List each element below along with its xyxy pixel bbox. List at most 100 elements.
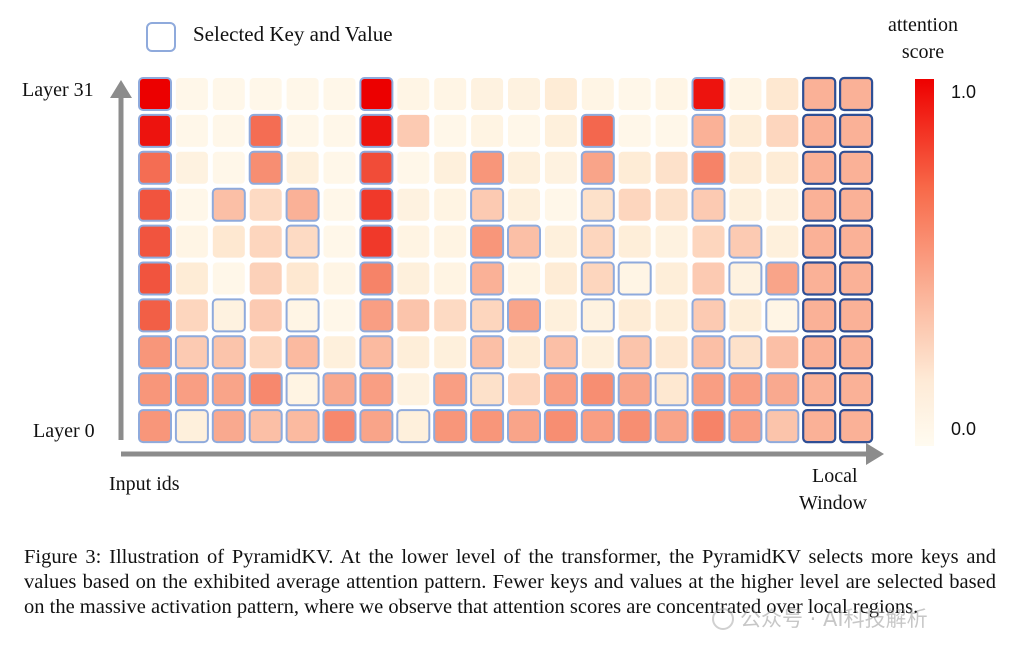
local-window-cell: [838, 335, 874, 370]
selected-cell: [728, 409, 763, 444]
figure-caption: Figure 3: Illustration of PyramidKV. At …: [24, 545, 996, 620]
selected-cell: [359, 409, 394, 444]
heatmap-cell: [655, 336, 688, 369]
selected-cell: [728, 261, 763, 296]
heatmap-cell: [766, 225, 799, 258]
heatmap-cell: [434, 151, 467, 184]
selected-cell: [470, 261, 505, 296]
heatmap-cell: [397, 336, 430, 369]
selected-cell: [285, 298, 320, 333]
watermark-text: 公众号 · AI科技解析: [740, 607, 928, 631]
selected-cell: [248, 372, 283, 407]
legend-swatch: [146, 22, 176, 52]
selected-cell: [359, 335, 394, 370]
selected-cell: [138, 224, 172, 259]
heatmap-cell: [212, 262, 245, 295]
local-window-cell: [802, 409, 837, 444]
selected-cell: [691, 298, 726, 333]
local-window-cell: [802, 298, 837, 333]
selected-cell: [470, 298, 505, 333]
selected-cell: [543, 335, 578, 370]
heatmap-cell: [434, 114, 467, 147]
selected-cell: [470, 150, 505, 185]
heatmap-cell: [434, 225, 467, 258]
heatmap-cell: [397, 262, 430, 295]
heatmap-cell: [286, 78, 319, 110]
heatmap-cell: [286, 114, 319, 147]
selected-cell: [211, 372, 246, 407]
selected-cell: [691, 409, 726, 444]
heatmap-cell: [544, 151, 577, 184]
heatmap-cell: [434, 78, 467, 110]
heatmap-cell: [434, 299, 467, 332]
selected-cell: [248, 113, 283, 148]
selected-cell: [138, 150, 172, 185]
selected-cell: [138, 335, 172, 370]
heatmap-cell: [249, 262, 282, 295]
selected-cell: [359, 224, 394, 259]
selected-cell: [433, 372, 468, 407]
heatmap-cell: [323, 188, 356, 221]
heatmap-cell: [175, 262, 208, 295]
local-window-cell: [838, 150, 874, 185]
heatmap-cell: [508, 373, 540, 406]
colorbar-title: attention score: [863, 12, 983, 66]
heatmap-cell: [581, 78, 614, 110]
heatmap-cell: [508, 114, 540, 147]
selected-cell: [138, 187, 172, 222]
heatmap-cell: [544, 188, 577, 221]
selected-cell: [433, 409, 468, 444]
selected-cell: [248, 409, 283, 444]
heatmap-cell: [286, 262, 319, 295]
selected-cell: [138, 113, 172, 148]
selected-cell: [580, 409, 615, 444]
colorbar: [915, 79, 934, 446]
heatmap-figure: [110, 76, 884, 465]
selected-cell: [322, 409, 357, 444]
local-window-cell: [838, 113, 874, 149]
heatmap-cell: [397, 188, 430, 221]
heatmap-cell: [544, 225, 577, 258]
selected-cell: [765, 298, 800, 333]
selected-cell: [174, 409, 209, 444]
selected-cell: [322, 372, 357, 407]
x-axis-label: Input ids: [109, 473, 180, 495]
selected-cell: [470, 335, 505, 370]
local-window-cell: [802, 224, 837, 259]
heatmap-cell: [508, 336, 540, 369]
heatmap-cell: [434, 188, 467, 221]
selected-cell: [138, 261, 172, 296]
selected-cell: [285, 409, 320, 444]
heatmap-cell: [212, 151, 245, 184]
heatmap-cell: [175, 78, 208, 110]
local-window-cell: [838, 261, 874, 296]
heatmap-cell: [323, 336, 356, 369]
heatmap-cell: [397, 373, 430, 406]
wechat-icon: [712, 608, 734, 630]
selected-cell: [359, 113, 394, 148]
caption-text: Figure 3: Illustration of PyramidKV. At …: [24, 546, 996, 618]
selected-cell: [654, 372, 689, 407]
heatmap-cell: [581, 336, 614, 369]
heatmap-cell: [508, 262, 540, 295]
selected-cell: [174, 372, 209, 407]
selected-cell: [138, 298, 172, 333]
heatmap-cell: [655, 299, 688, 332]
heatmap-cell: [397, 299, 430, 332]
local-window-cell: [838, 224, 874, 259]
local-window-cell: [802, 150, 837, 185]
selected-cell: [248, 150, 283, 185]
heatmap-cell: [692, 262, 725, 295]
heatmap-cell: [766, 188, 799, 221]
local-window-cell: [802, 76, 837, 112]
heatmap-cell: [471, 78, 504, 110]
heatmap-cell: [508, 151, 540, 184]
heatmap-cell: [544, 114, 577, 147]
heatmap-cell: [729, 78, 762, 110]
local-window-cell: [802, 335, 837, 370]
selected-cell: [138, 372, 172, 407]
heatmap-cell: [508, 188, 540, 221]
local-window-cell: [838, 298, 874, 333]
colorbar-title-line2: score: [901, 41, 945, 63]
colorbar-title-line1: attention: [888, 14, 958, 36]
